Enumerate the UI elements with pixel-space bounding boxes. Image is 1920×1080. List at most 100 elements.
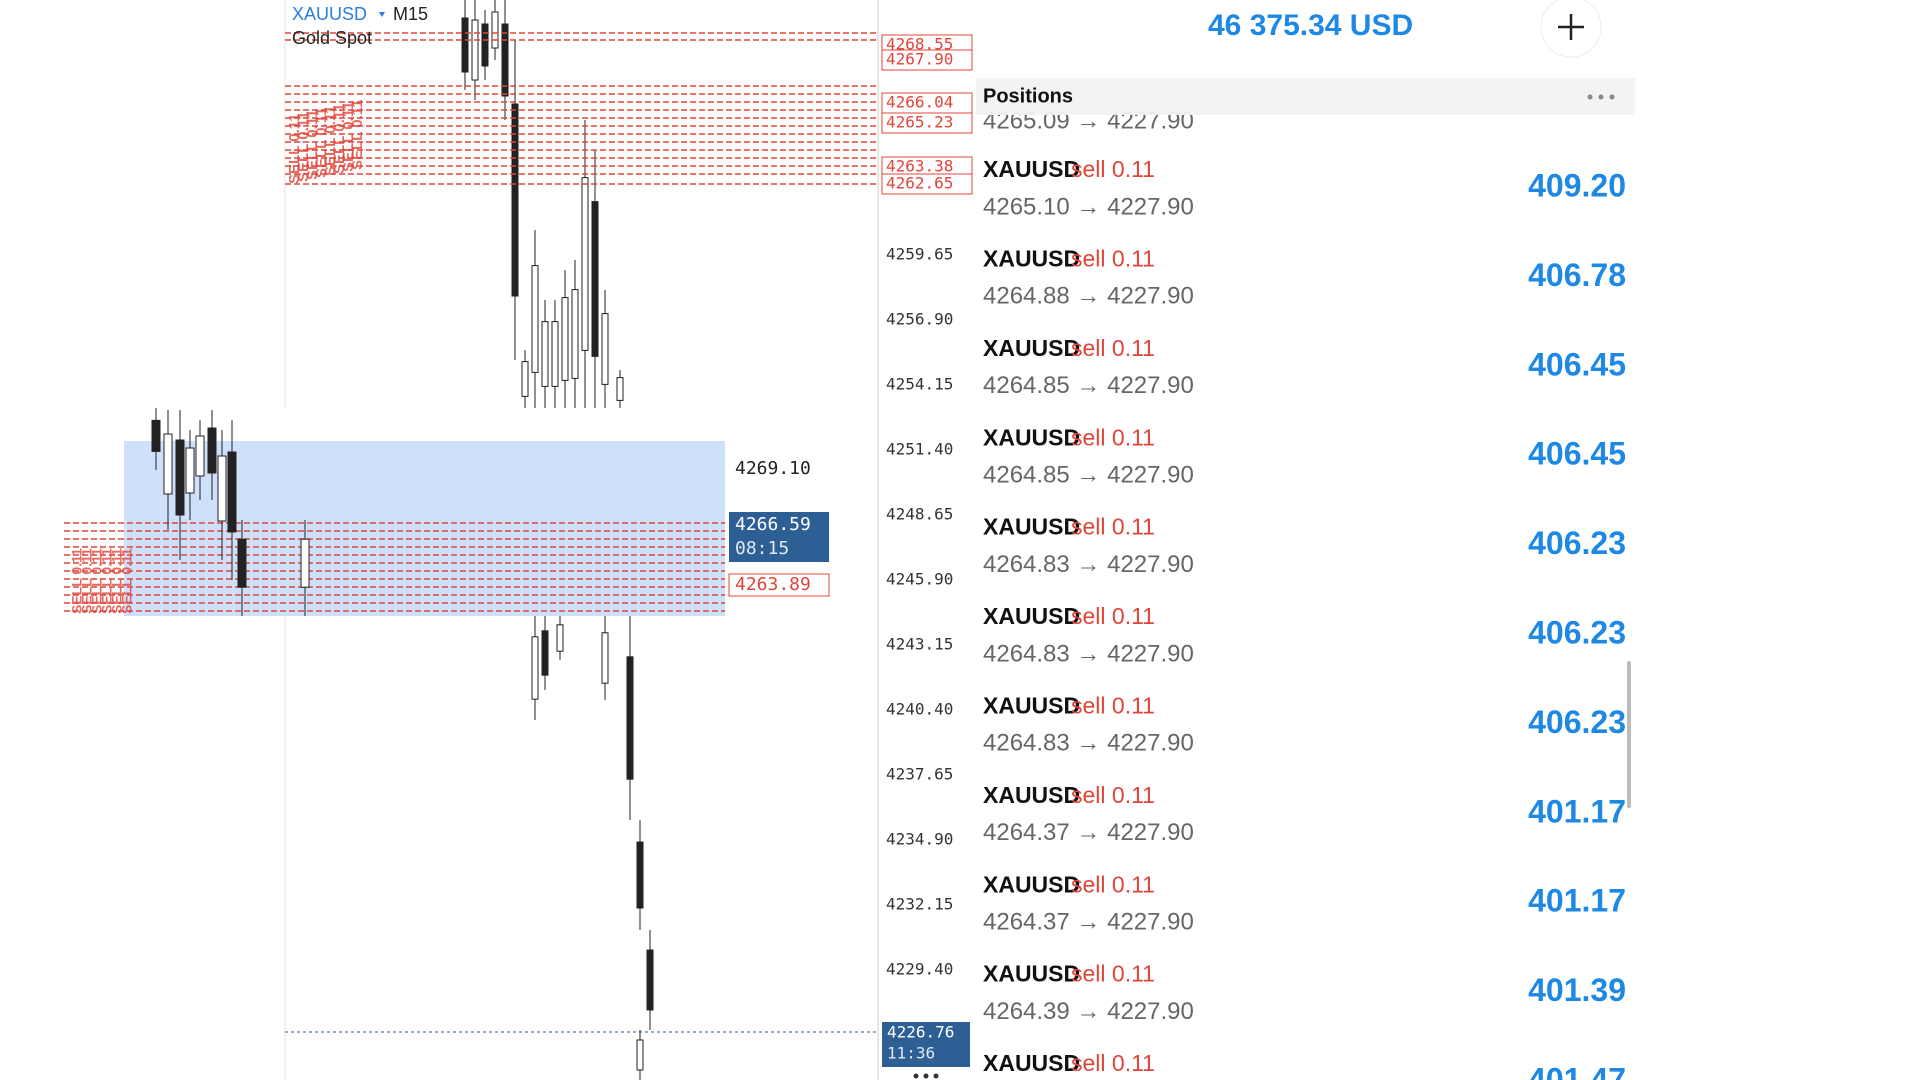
inset-order-label: SELL 0.11 bbox=[119, 548, 135, 614]
position-prices: 4264.85 → 4227.90 bbox=[983, 372, 1194, 399]
price-axis-label: 4243.15 bbox=[886, 635, 953, 654]
candle-body bbox=[646, 949, 654, 1011]
inset-candle-body bbox=[151, 419, 161, 452]
inset-order-tag: 4263.89 bbox=[735, 574, 811, 595]
order-label: SELL 0.11 bbox=[295, 111, 312, 182]
candle-body bbox=[561, 297, 569, 381]
candle-body bbox=[601, 632, 609, 684]
order-label: SELL 0.11 bbox=[349, 99, 366, 170]
position-profit: 406.45 bbox=[1528, 436, 1626, 472]
candle-body bbox=[521, 361, 529, 397]
candle-body bbox=[626, 656, 634, 780]
add-icon bbox=[1558, 14, 1584, 40]
inset-candle-body bbox=[175, 439, 185, 516]
position-profit: 401.17 bbox=[1528, 883, 1626, 919]
candle-body bbox=[531, 265, 539, 373]
positions-title: Positions bbox=[983, 85, 1073, 107]
candle-body bbox=[511, 103, 519, 297]
position-prices: 4264.37 → 4227.90 bbox=[983, 909, 1194, 936]
candle-body bbox=[636, 841, 644, 909]
candle-body bbox=[571, 289, 579, 379]
position-profit: 409.20 bbox=[1528, 167, 1626, 203]
order-tag-box bbox=[881, 49, 973, 71]
candle-body bbox=[636, 1039, 644, 1071]
price-axis-label: 4237.65 bbox=[886, 765, 953, 784]
current-price-tag bbox=[882, 1022, 970, 1067]
inset-order-label: SELL 0.11 bbox=[99, 548, 115, 614]
inset-level: 4269.10 bbox=[735, 458, 811, 479]
position-prices: 4264.37 → 4227.90 bbox=[983, 819, 1194, 846]
candle-body bbox=[616, 377, 624, 401]
order-tag: 4262.65 bbox=[886, 174, 953, 193]
order-label: SELL 0.11 bbox=[331, 103, 348, 174]
position-prices: 4264.88 → 4227.90 bbox=[983, 283, 1194, 310]
order-tag: 4265.23 bbox=[886, 113, 953, 132]
inset-candle-body bbox=[195, 435, 205, 477]
price-axis-label: 4240.40 bbox=[886, 700, 953, 719]
candle-body bbox=[461, 17, 469, 73]
candle-body bbox=[601, 313, 609, 385]
candles bbox=[461, 0, 654, 1080]
price-axis: 4259.65 4256.90 4254.15 4251.40 4248.65 4245.… bbox=[886, 245, 953, 979]
position-side: sell 0.11 bbox=[1071, 961, 1155, 987]
inset-candle-body bbox=[185, 447, 195, 494]
more-icon[interactable] bbox=[913, 1073, 939, 1079]
candle-body bbox=[501, 23, 509, 97]
candle-body bbox=[481, 23, 489, 67]
current-time: 11:36 bbox=[887, 1044, 935, 1063]
inset-candle-body bbox=[207, 427, 217, 474]
position-side: sell 0.11 bbox=[1071, 692, 1155, 718]
inset-time: 08:15 bbox=[735, 538, 789, 559]
candle-body bbox=[491, 11, 499, 49]
order-tag: 4263.38 bbox=[886, 157, 953, 176]
position-symbol: XAUUSD bbox=[983, 1050, 1080, 1076]
position-side: sell 0.11 bbox=[1071, 156, 1155, 182]
position-symbol: XAUUSD bbox=[983, 335, 1080, 361]
price-axis-label: 4232.15 bbox=[886, 895, 953, 914]
instrument-name: Gold Spot bbox=[292, 28, 372, 48]
position-symbol: XAUUSD bbox=[983, 782, 1080, 808]
price-axis-label: 4259.65 bbox=[886, 245, 953, 264]
position-prices: 4265.10 → 4227.90 bbox=[983, 193, 1194, 220]
order-label: SELL 0.11 bbox=[304, 109, 321, 180]
order-tag-box bbox=[881, 173, 973, 195]
position-side: sell 0.11 bbox=[1071, 245, 1155, 271]
position-prices: 4264.83 → 4227.90 bbox=[983, 640, 1194, 667]
position-profit: 401.17 bbox=[1528, 793, 1626, 829]
symbol-dropdown-icon[interactable] bbox=[379, 12, 385, 17]
position-side: sell 0.11 bbox=[1071, 1050, 1155, 1076]
position-symbol: XAUUSD bbox=[983, 156, 1080, 182]
inset-order-tag-box bbox=[728, 573, 830, 597]
position-profit: 406.23 bbox=[1528, 525, 1626, 561]
position-symbol: XAUUSD bbox=[983, 961, 1080, 987]
inset-candle-body bbox=[300, 538, 310, 588]
price-axis-label: 4256.90 bbox=[886, 310, 953, 329]
position-symbol: XAUUSD bbox=[983, 692, 1080, 718]
symbol: XAUUSD bbox=[292, 4, 367, 24]
position-side: sell 0.11 bbox=[1071, 871, 1155, 897]
price-axis-label: 4251.40 bbox=[886, 440, 953, 459]
position-profit: 406.78 bbox=[1528, 257, 1626, 293]
position-profit: 401.39 bbox=[1528, 972, 1626, 1008]
order-label: SELL 0.11 bbox=[286, 113, 303, 184]
candle-body bbox=[471, 19, 479, 81]
order-label: SELL 0.11 bbox=[340, 101, 357, 172]
positions-menu[interactable] bbox=[1587, 94, 1615, 100]
position-side: sell 0.11 bbox=[1071, 514, 1155, 540]
position-symbol: XAUUSD bbox=[983, 245, 1080, 271]
candle-body bbox=[531, 636, 539, 700]
inset-order-label: SELL 0.11 bbox=[89, 548, 105, 614]
inset-price-tag bbox=[729, 512, 829, 562]
candle-body bbox=[591, 201, 599, 357]
order-label: SELL 0.11 bbox=[322, 105, 339, 176]
inset-price: 4266.59 bbox=[735, 514, 811, 535]
order-tag: 4266.04 bbox=[886, 93, 953, 112]
position-prices: 4264.39 → 4227.90 bbox=[983, 998, 1194, 1025]
position-symbol: XAUUSD bbox=[983, 424, 1080, 450]
